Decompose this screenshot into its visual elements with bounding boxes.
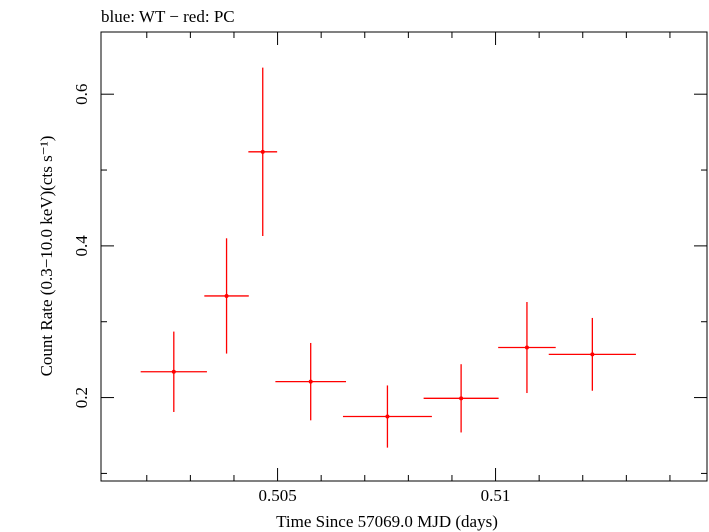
pc-data-point xyxy=(342,385,432,448)
point-marker xyxy=(224,293,229,298)
point-marker xyxy=(459,396,464,401)
point-marker xyxy=(590,352,595,357)
point-marker xyxy=(260,149,265,154)
chart-title: blue: WT − red: PC xyxy=(101,7,235,26)
tick-labels: 0.505 0.51 0.2 0.4 0.6 xyxy=(72,84,510,505)
pc-data-point xyxy=(498,302,556,394)
pc-data-point xyxy=(275,342,347,421)
point-marker xyxy=(171,369,176,374)
pc-data-point xyxy=(548,317,636,391)
plot-frame xyxy=(100,31,708,482)
pc-data-point xyxy=(248,67,278,237)
y-tick-label: 0.4 xyxy=(72,235,91,257)
data-points xyxy=(140,67,636,448)
pc-data-point xyxy=(204,238,249,354)
pc-data-point xyxy=(140,331,207,412)
y-axis-label: Count Rate (0.3−10.0 keV)(cts s⁻¹) xyxy=(37,136,56,377)
pc-data-point xyxy=(423,364,499,433)
x-axis-label: Time Since 57069.0 MJD (days) xyxy=(276,512,498,531)
y-tick-label: 0.6 xyxy=(72,84,91,105)
axis-ticks xyxy=(101,32,707,481)
point-marker xyxy=(308,379,313,384)
x-tick-label: 0.505 xyxy=(258,486,296,505)
x-tick-label: 0.51 xyxy=(481,486,511,505)
point-marker xyxy=(385,414,390,419)
y-tick-label: 0.2 xyxy=(72,387,91,408)
point-marker xyxy=(524,345,529,350)
